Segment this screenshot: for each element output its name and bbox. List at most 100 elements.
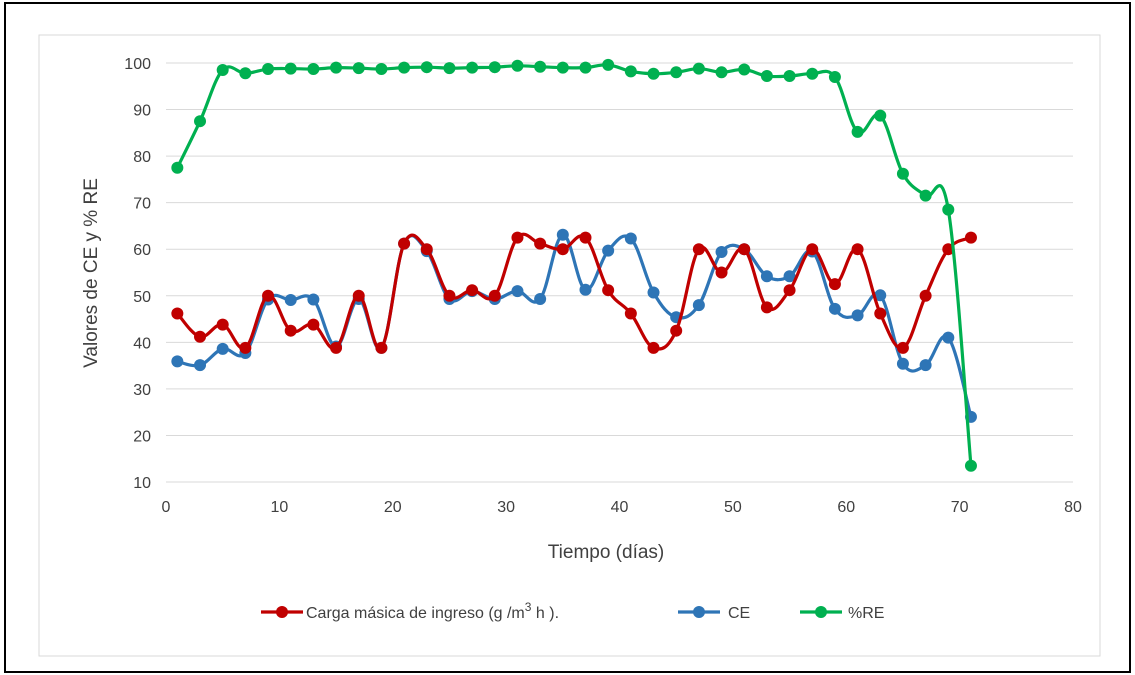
legend-swatch-marker	[693, 606, 705, 618]
data-point	[488, 289, 501, 302]
data-point	[556, 228, 569, 241]
data-point	[307, 293, 320, 306]
x-tick-label: 60	[837, 499, 855, 516]
y-tick-label: 50	[133, 289, 151, 306]
legend-label: %RE	[848, 605, 884, 622]
data-point	[783, 70, 796, 83]
data-point	[624, 307, 637, 320]
data-point	[556, 243, 569, 256]
data-point	[216, 318, 229, 331]
data-point	[851, 243, 864, 256]
data-point	[738, 63, 751, 76]
data-point	[964, 459, 977, 472]
y-tick-label: 60	[133, 242, 151, 259]
data-point	[511, 285, 524, 298]
data-point	[284, 62, 297, 75]
data-point	[330, 341, 343, 354]
data-point	[874, 109, 887, 122]
data-point	[715, 246, 728, 259]
data-point	[919, 289, 932, 302]
data-point	[420, 243, 433, 256]
data-point	[896, 167, 909, 180]
data-point	[579, 283, 592, 296]
data-point	[919, 359, 932, 372]
legend-item: Carga másica de ingreso (g /m3 h ).	[261, 600, 559, 622]
x-tick-label: 30	[497, 499, 515, 516]
series-ce	[171, 228, 977, 423]
data-point	[488, 61, 501, 74]
x-tick-labels: 0 10 20 30 40 50 60 70 80	[162, 499, 1082, 516]
data-point	[216, 342, 229, 355]
data-point	[534, 60, 547, 73]
data-point	[534, 237, 547, 250]
data-point	[874, 307, 887, 320]
y-tick-label: 70	[133, 196, 151, 213]
data-point	[466, 284, 479, 297]
data-point	[692, 299, 705, 312]
data-point	[466, 61, 479, 74]
data-point	[511, 231, 524, 244]
y-tick-label: 10	[133, 475, 151, 492]
data-point	[760, 70, 773, 83]
data-point	[692, 243, 705, 256]
data-point	[783, 284, 796, 297]
data-point	[760, 270, 773, 283]
y-axis-title: Valores de CE y % RE	[81, 178, 102, 368]
data-point	[307, 63, 320, 76]
data-point	[670, 66, 683, 79]
data-point	[760, 301, 773, 314]
legend-swatch-marker	[276, 606, 288, 618]
data-point	[284, 324, 297, 337]
data-point	[851, 125, 864, 138]
data-point	[602, 284, 615, 297]
data-point	[715, 66, 728, 79]
data-point	[556, 61, 569, 74]
data-point	[534, 293, 547, 306]
data-point	[375, 341, 388, 354]
y-tick-label: 20	[133, 428, 151, 445]
data-point	[579, 61, 592, 74]
data-point	[783, 270, 796, 283]
series-re	[171, 58, 977, 472]
data-point	[624, 65, 637, 78]
data-point	[602, 244, 615, 257]
x-tick-label: 80	[1064, 499, 1082, 516]
x-tick-label: 0	[162, 499, 171, 516]
y-tick-label: 100	[124, 56, 151, 73]
data-point	[942, 203, 955, 216]
data-point	[715, 266, 728, 279]
y-tick-label: 80	[133, 149, 151, 166]
data-point	[647, 341, 660, 354]
data-point	[284, 293, 297, 306]
data-point	[624, 232, 637, 245]
data-point	[874, 289, 887, 302]
legend-swatch-marker	[815, 606, 827, 618]
data-point	[896, 357, 909, 370]
x-tick-label: 10	[270, 499, 288, 516]
data-point	[330, 61, 343, 74]
data-point	[511, 59, 524, 72]
data-point	[828, 302, 841, 315]
data-point	[602, 58, 615, 71]
data-point	[398, 237, 411, 250]
x-axis-title: Tiempo (días)	[548, 542, 665, 563]
data-point	[851, 309, 864, 322]
data-point	[896, 341, 909, 354]
data-point	[194, 359, 207, 372]
gridlines	[166, 62, 1073, 483]
data-point	[262, 63, 275, 76]
y-tick-label: 40	[133, 335, 151, 352]
data-point	[194, 330, 207, 343]
data-point	[738, 243, 751, 256]
data-point	[579, 231, 592, 244]
data-point	[942, 331, 955, 344]
data-point	[443, 289, 456, 302]
data-point	[352, 62, 365, 75]
data-point	[352, 289, 365, 302]
data-point	[964, 231, 977, 244]
y-tick-label: 90	[133, 103, 151, 120]
data-point	[420, 61, 433, 74]
data-point	[919, 189, 932, 202]
data-point	[806, 67, 819, 80]
legend-item: %RE	[800, 605, 884, 622]
